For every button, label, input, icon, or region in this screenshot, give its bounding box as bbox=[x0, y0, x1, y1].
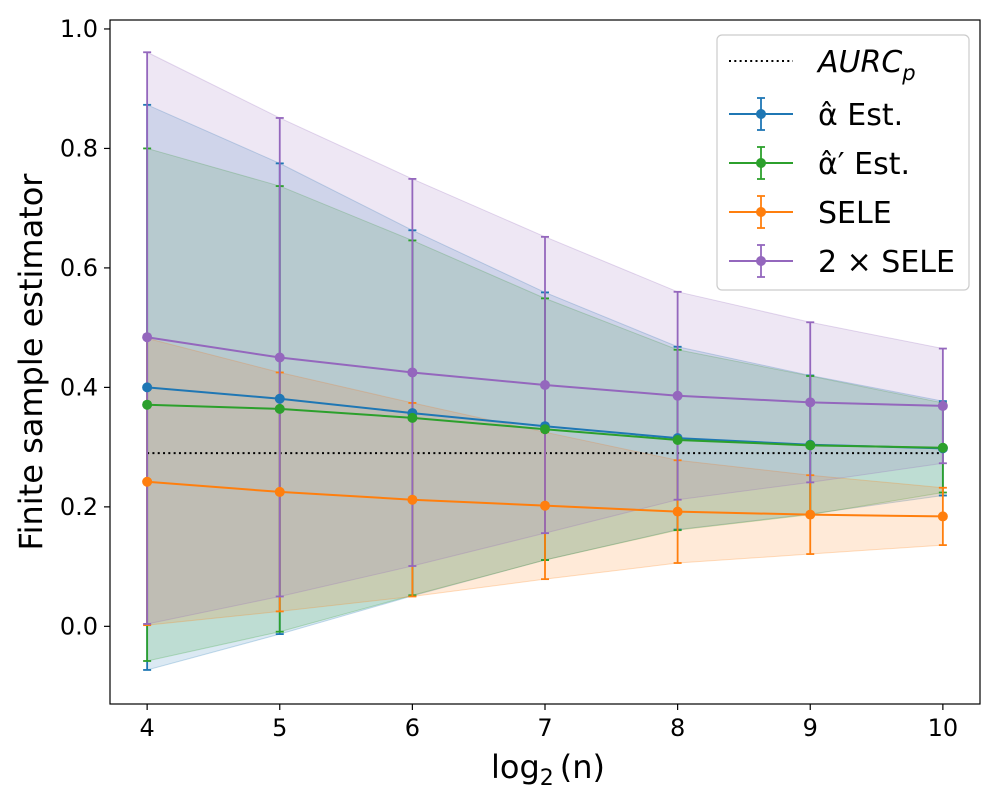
legend-label-3: 2 × SELE bbox=[818, 245, 955, 280]
data-point-2-5 bbox=[805, 509, 816, 520]
y-axis-label: Finite sample estimator bbox=[12, 173, 50, 551]
x-tick-label-2: 6 bbox=[405, 714, 420, 742]
y-tick-label-4: 0.8 bbox=[60, 134, 98, 162]
data-point-2-4 bbox=[672, 506, 683, 517]
data-point-2-0 bbox=[142, 476, 153, 487]
legend-reference-sub: p bbox=[901, 61, 915, 85]
data-point-3-2 bbox=[407, 367, 418, 378]
data-point-1-1 bbox=[274, 403, 285, 414]
x-axis-ticks: 4 5 6 7 8 9 10 bbox=[139, 704, 958, 742]
x-tick-label-5: 9 bbox=[803, 714, 818, 742]
data-point-1-5 bbox=[805, 440, 816, 451]
series-markers bbox=[142, 332, 948, 522]
legend-marker-2 bbox=[756, 207, 766, 217]
data-point-1-6 bbox=[937, 442, 948, 453]
data-point-3-6 bbox=[937, 400, 948, 411]
data-point-3-0 bbox=[142, 332, 153, 343]
x-tick-label-1: 5 bbox=[272, 714, 287, 742]
data-point-2-2 bbox=[407, 494, 418, 505]
y-tick-label-5: 1.0 bbox=[60, 15, 98, 43]
legend-marker-0 bbox=[756, 109, 766, 119]
legend-marker-3 bbox=[756, 256, 766, 266]
x-tick-label-0: 4 bbox=[139, 714, 154, 742]
y-tick-label-2: 0.4 bbox=[60, 373, 98, 401]
y-axis-ticks: 0.0 0.2 0.4 0.6 0.8 1.0 bbox=[60, 15, 110, 640]
data-point-3-5 bbox=[805, 397, 816, 408]
legend-frame bbox=[716, 34, 970, 291]
legend-reference-name: AURC bbox=[816, 45, 902, 80]
x-axis-label-sub: 2 bbox=[540, 766, 554, 791]
y-tick-label-1: 0.2 bbox=[60, 493, 98, 521]
data-point-0-1 bbox=[274, 393, 285, 404]
legend-reference-label: AURCp bbox=[816, 45, 916, 85]
x-axis-label: log2 (n) bbox=[491, 748, 605, 791]
data-point-1-0 bbox=[142, 399, 153, 410]
y-tick-label-0: 0.0 bbox=[60, 612, 98, 640]
data-point-3-1 bbox=[274, 352, 285, 363]
legend: AURCp α̂ Est. α̂′ Est. SELE 2 × SELE bbox=[716, 34, 970, 291]
x-tick-label-6: 10 bbox=[928, 714, 959, 742]
data-point-1-2 bbox=[407, 412, 418, 423]
legend-marker-1 bbox=[756, 158, 766, 168]
x-tick-label-3: 7 bbox=[537, 714, 552, 742]
x-tick-label-4: 8 bbox=[670, 714, 685, 742]
x-axis-label-log: log bbox=[491, 748, 540, 786]
data-point-1-3 bbox=[540, 424, 550, 435]
legend-series: α̂ Est. α̂′ Est. SELE 2 × SELE bbox=[729, 97, 955, 280]
data-point-3-4 bbox=[672, 390, 683, 401]
legend-label-2: SELE bbox=[818, 196, 892, 231]
data-point-1-4 bbox=[672, 434, 683, 445]
data-point-2-6 bbox=[937, 511, 948, 522]
data-point-2-3 bbox=[540, 500, 550, 511]
data-point-3-3 bbox=[540, 379, 550, 390]
x-axis-label-arg: (n) bbox=[560, 748, 605, 786]
y-tick-label-3: 0.6 bbox=[60, 254, 98, 282]
data-point-0-0 bbox=[142, 382, 153, 393]
data-point-2-1 bbox=[274, 486, 285, 497]
legend-label-0: α̂ Est. bbox=[818, 98, 903, 133]
legend-label-1: α̂′ Est. bbox=[818, 147, 910, 182]
